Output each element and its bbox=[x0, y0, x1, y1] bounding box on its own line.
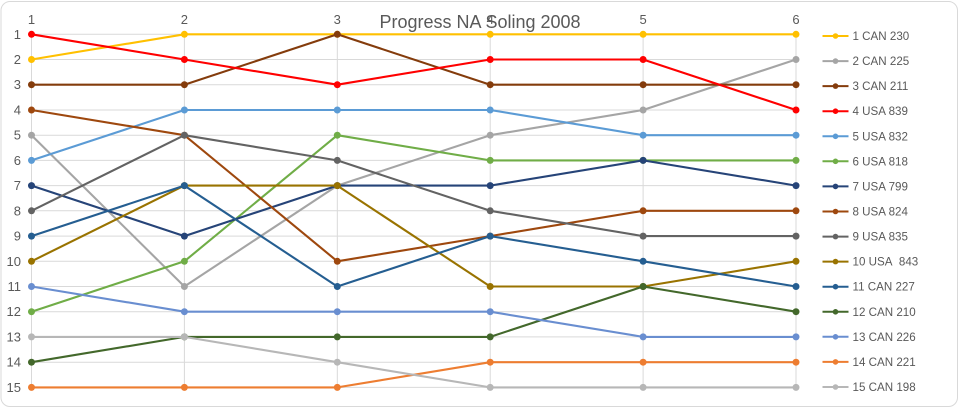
svg-text:9: 9 bbox=[14, 229, 21, 244]
svg-text:2: 2 bbox=[14, 52, 21, 67]
svg-text:2: 2 bbox=[181, 12, 188, 27]
svg-text:4: 4 bbox=[14, 103, 21, 118]
svg-text:11 CAN 227: 11 CAN 227 bbox=[853, 281, 915, 294]
svg-text:10 USA 843: 10 USA 843 bbox=[853, 256, 919, 269]
svg-text:1 CAN 230: 1 CAN 230 bbox=[853, 30, 910, 43]
svg-text:2 CAN 225: 2 CAN 225 bbox=[853, 55, 910, 68]
svg-text:6 USA 818: 6 USA 818 bbox=[853, 155, 908, 168]
svg-text:13 CAN 226: 13 CAN 226 bbox=[853, 331, 916, 344]
svg-text:5: 5 bbox=[639, 12, 646, 27]
svg-text:5: 5 bbox=[14, 128, 21, 143]
svg-text:8: 8 bbox=[14, 203, 21, 218]
svg-text:13: 13 bbox=[7, 329, 21, 344]
svg-text:6: 6 bbox=[792, 12, 799, 27]
svg-text:10: 10 bbox=[7, 254, 21, 269]
svg-text:15 CAN 198: 15 CAN 198 bbox=[853, 381, 916, 394]
svg-text:7 USA 799: 7 USA 799 bbox=[853, 180, 908, 193]
svg-text:5 USA 832: 5 USA 832 bbox=[853, 130, 908, 143]
svg-text:3: 3 bbox=[334, 12, 341, 27]
svg-text:12 CAN 210: 12 CAN 210 bbox=[853, 306, 916, 319]
svg-text:9 USA 835: 9 USA 835 bbox=[853, 231, 908, 244]
svg-text:4 USA 839: 4 USA 839 bbox=[853, 105, 908, 118]
svg-text:11: 11 bbox=[8, 279, 22, 294]
svg-text:12: 12 bbox=[7, 304, 21, 319]
svg-text:14 CAN 221: 14 CAN 221 bbox=[853, 356, 916, 369]
svg-text:6: 6 bbox=[14, 153, 21, 168]
svg-text:8 USA 824: 8 USA 824 bbox=[853, 206, 909, 219]
svg-text:3 CAN 211: 3 CAN 211 bbox=[853, 80, 909, 93]
svg-text:3: 3 bbox=[14, 77, 21, 92]
svg-text:1: 1 bbox=[14, 27, 21, 42]
svg-text:Progress NA Soling 2008: Progress NA Soling 2008 bbox=[379, 12, 580, 32]
svg-text:4: 4 bbox=[487, 12, 494, 27]
svg-text:15: 15 bbox=[7, 380, 21, 395]
svg-text:1: 1 bbox=[28, 12, 35, 27]
svg-text:7: 7 bbox=[14, 178, 21, 193]
svg-text:14: 14 bbox=[7, 355, 21, 370]
